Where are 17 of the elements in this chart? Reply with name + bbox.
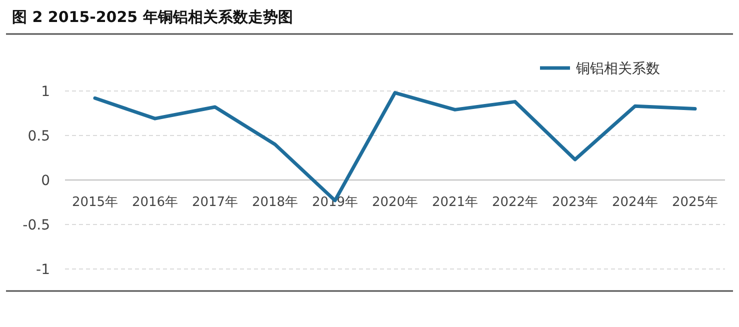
y-tick-label: -0.5	[22, 218, 50, 234]
x-tick-label: 2015年	[72, 195, 118, 210]
x-tick-label: 2025年	[672, 195, 718, 210]
y-tick-label: 1	[41, 84, 50, 100]
legend-label: 铜铝相关系数	[575, 61, 660, 77]
x-tick-label: 2021年	[432, 195, 478, 210]
y-tick-label: 0.5	[28, 128, 50, 144]
x-tick-label: 2024年	[612, 195, 658, 210]
x-tick-label: 2016年	[132, 195, 178, 210]
x-tick-label: 2018年	[252, 195, 298, 210]
x-tick-label: 2022年	[492, 195, 538, 210]
x-tick-label: 2017年	[192, 195, 238, 210]
x-tick-label: 2023年	[552, 195, 598, 210]
chart-title: 图 2 2015-2025 年铜铝相关系数走势图	[12, 8, 293, 26]
y-tick-label: -1	[36, 262, 50, 278]
x-tick-label: 2020年	[372, 195, 418, 210]
y-tick-label: 0	[41, 173, 50, 189]
